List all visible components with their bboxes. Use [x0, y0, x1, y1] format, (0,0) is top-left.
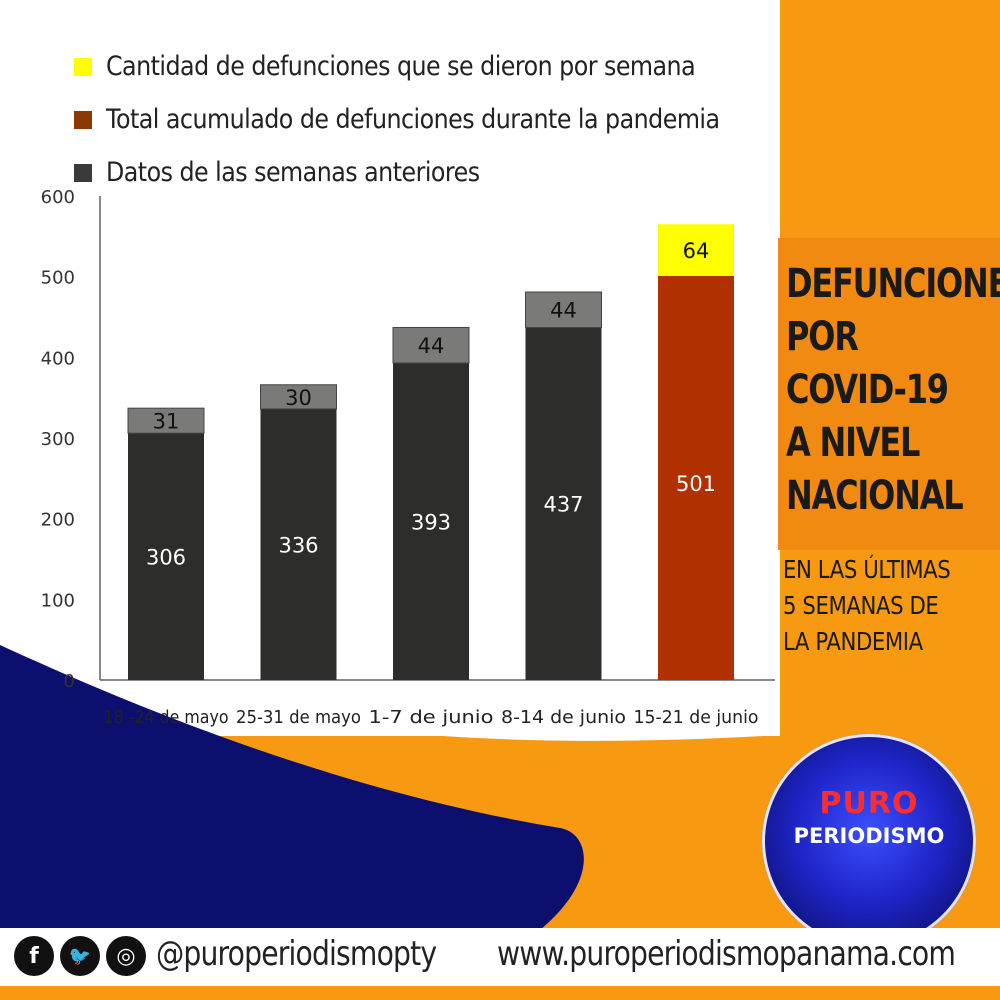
bar-weekly-1	[260, 384, 337, 410]
bar-weekly-2	[392, 326, 470, 364]
bar-weekly-0	[127, 407, 205, 434]
x-tick-label-1: 25-31 de mayo	[236, 707, 361, 728]
data-label-weekly-1: 30	[285, 386, 312, 410]
data-label-weekly-0: 31	[153, 410, 180, 434]
legend-item-weekly: Cantidad de defunciones que se dieron po…	[74, 40, 803, 93]
side-title: DEFUNCIONES POR COVID-19 A NIVEL NACIONA…	[786, 261, 1000, 519]
bar-weekly-3	[525, 291, 602, 328]
bar-cumulative-4	[658, 275, 734, 680]
x-tick-label-2: 1-7 de junio	[369, 707, 494, 728]
legend-swatch-weekly	[74, 57, 92, 76]
navy-swoosh	[0, 645, 584, 930]
side-title-box: DEFUNCIONES POR COVID-19 A NIVEL NACIONA…	[778, 238, 1000, 550]
data-label-cumulative-4: 501	[676, 472, 716, 496]
x-tick-label-3: 8-14 de junio	[501, 707, 626, 728]
y-tick-label-200: 200	[41, 510, 75, 531]
legend-label-previous: Datos de las semanas anteriores	[106, 157, 480, 188]
puro-periodismo-logo: PURO PERIODISMO	[762, 734, 976, 948]
data-label-cumulative-0: 306	[146, 546, 186, 570]
facebook-icon[interactable]: f	[14, 936, 54, 976]
side-subtitle: EN LAS ÚLTIMAS 5 SEMANAS DE LA PANDEMIA	[783, 555, 951, 656]
legend-swatch-previous	[74, 163, 92, 182]
social-handle[interactable]: @puroperiodismopty	[156, 934, 437, 974]
instagram-icon[interactable]: ◎	[106, 936, 146, 976]
bar-chart: 0 100 200 300 400 500 600 306 31 18 -24 de mayo 33…	[41, 187, 775, 728]
legend-label-weekly: Cantidad de defunciones que se dieron po…	[106, 51, 696, 82]
bar-cumulative-3	[525, 327, 602, 680]
y-tick-label-600: 600	[41, 187, 75, 208]
legend-item-previous: Datos de las semanas anteriores	[74, 146, 803, 199]
y-tick-label-100: 100	[41, 590, 75, 611]
bar-weekly-4	[658, 224, 734, 276]
x-tick-label-0: 18 -24 de mayo	[104, 707, 229, 728]
data-label-cumulative-3: 437	[543, 493, 583, 517]
legend-label-cumulative: Total acumulado de defunciones durante l…	[106, 104, 720, 135]
chart-legend: Cantidad de defunciones que se dieron po…	[74, 40, 803, 199]
logo-main-text: PURO	[819, 786, 919, 821]
bar-cumulative-2	[393, 362, 469, 680]
y-tick-label-400: 400	[41, 348, 75, 369]
legend-swatch-cumulative	[74, 110, 92, 129]
legend-item-cumulative: Total acumulado de defunciones durante l…	[74, 93, 803, 146]
data-label-weekly-4: 64	[683, 239, 710, 263]
bar-cumulative-0	[128, 433, 204, 680]
y-tick-label-500: 500	[41, 268, 75, 289]
y-tick-label-300: 300	[41, 429, 75, 450]
footer-bar: f 🐦 ◎ @puroperiodismopty www.puroperiodi…	[0, 928, 1000, 986]
bar-cumulative-1	[260, 408, 337, 680]
data-label-cumulative-1: 336	[278, 533, 318, 557]
data-label-cumulative-2: 393	[411, 510, 451, 534]
y-tick-label-0: 0	[64, 671, 75, 692]
x-tick-label-4: 15-21 de junio	[634, 707, 759, 728]
twitter-icon[interactable]: 🐦	[60, 936, 100, 976]
website-link[interactable]: www.puroperiodismopanama.com	[497, 934, 956, 974]
data-label-weekly-2: 44	[418, 334, 445, 358]
logo-sub-text: PERIODISMO	[793, 824, 945, 848]
data-label-weekly-3: 44	[550, 299, 577, 323]
